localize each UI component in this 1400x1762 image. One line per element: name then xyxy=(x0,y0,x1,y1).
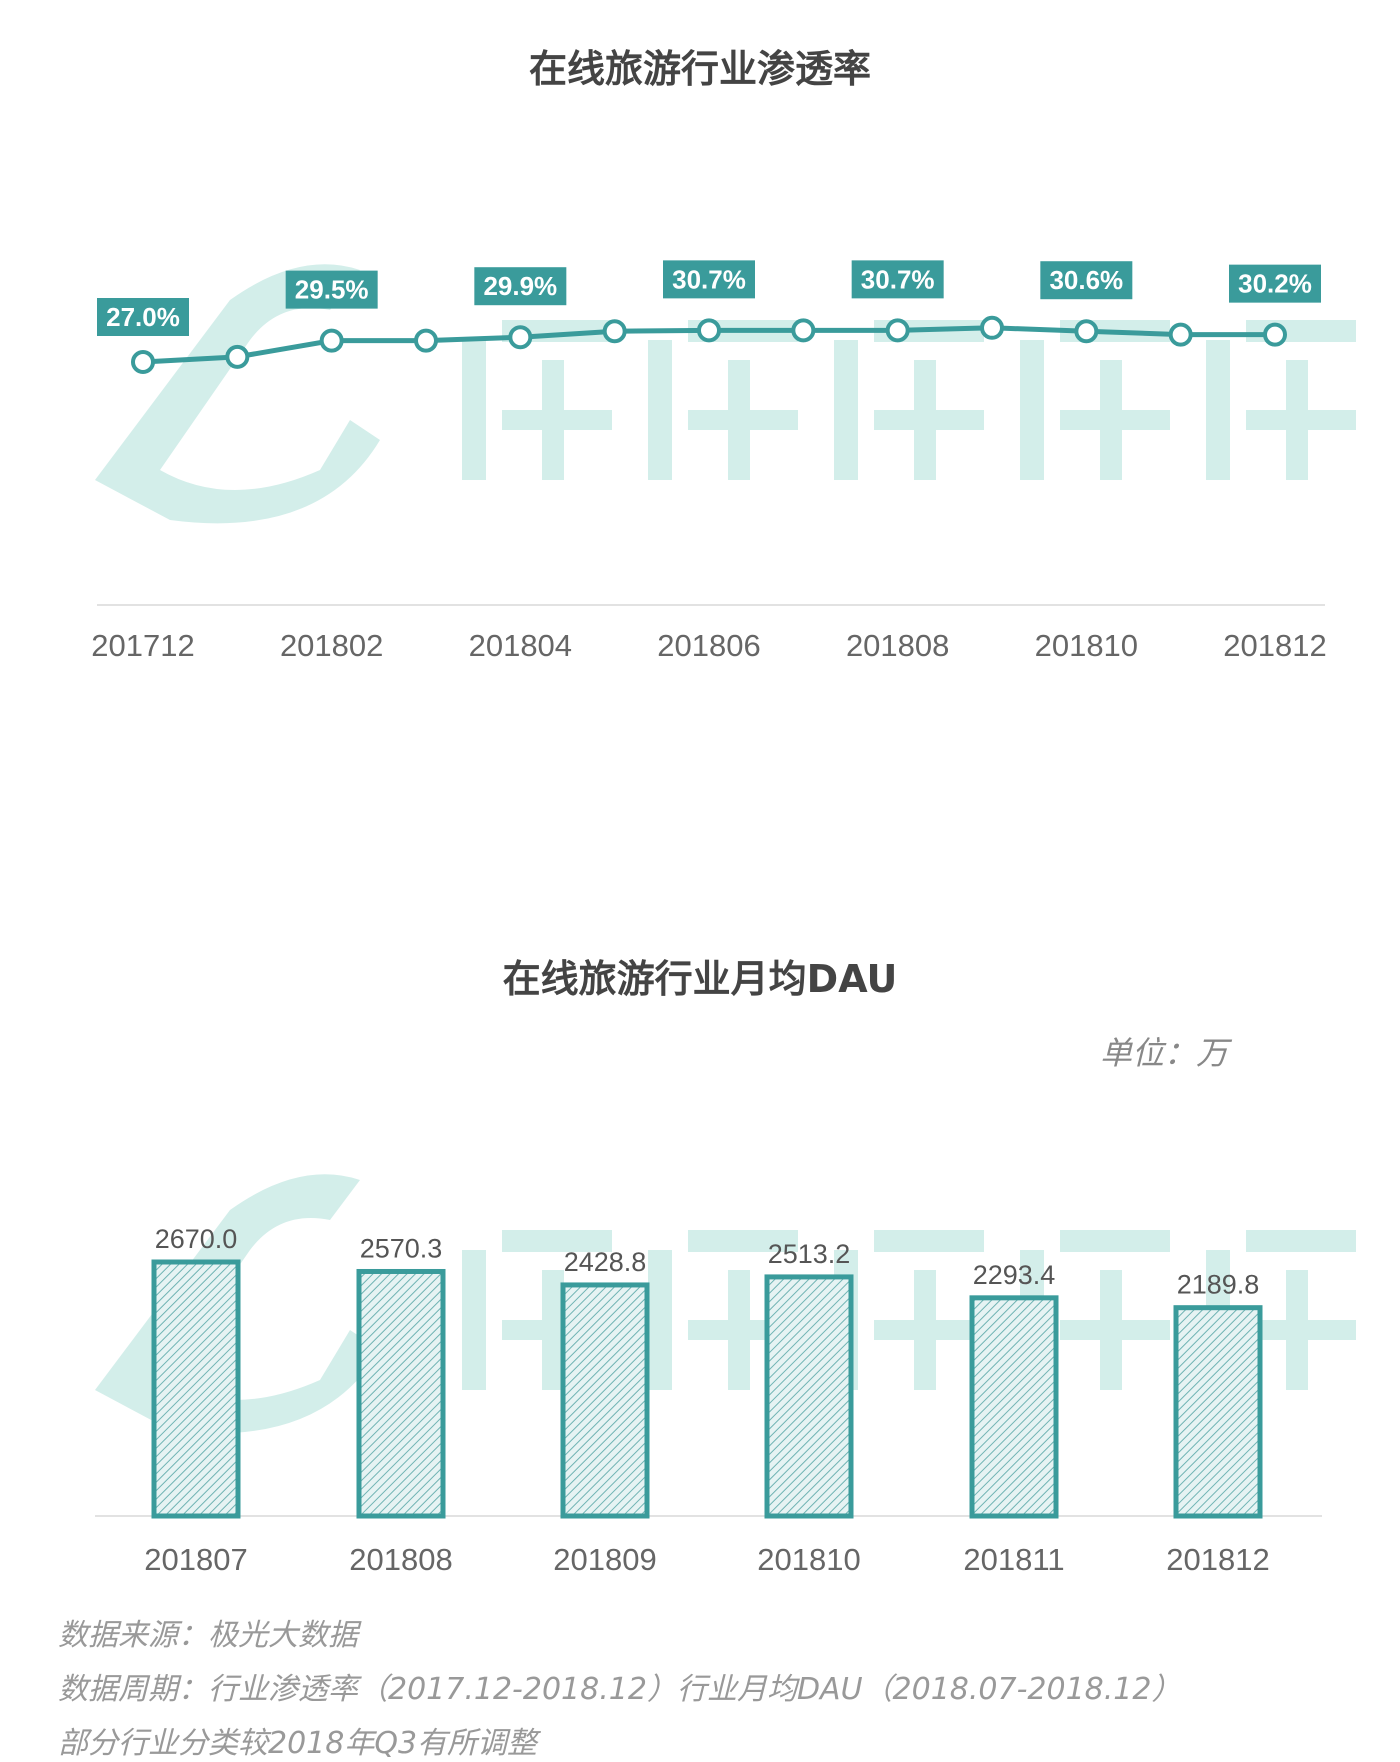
bar-value-201807: 2670.0 xyxy=(155,1224,238,1254)
line-point-201808 xyxy=(885,318,910,343)
footer-period: 数据周期：行业渗透率（2017.12-2018.12）行业月均DAU（2018.… xyxy=(58,1672,1182,1707)
line-point-201801 xyxy=(225,344,250,369)
line-point-201802 xyxy=(319,328,344,353)
line-point-201810 xyxy=(1074,319,1099,344)
x-tick-201712: 201712 xyxy=(91,628,194,663)
line-point-201803 xyxy=(414,328,438,353)
x-tick-201804: 201804 xyxy=(469,628,572,663)
x-tick-201808: 201808 xyxy=(846,628,949,663)
data-label-201808: 30.7% xyxy=(861,264,935,294)
x-tick-201808: 201808 xyxy=(349,1542,452,1577)
line-point-201809 xyxy=(980,315,1004,340)
line-point-201712 xyxy=(131,350,155,374)
bar-201812 xyxy=(1173,1305,1263,1519)
bar-201808 xyxy=(356,1268,446,1519)
footer-source: 数据来源：极光大数据 xyxy=(58,1618,358,1653)
x-tick-201812: 201812 xyxy=(1223,628,1326,663)
bar-value-201812: 2189.8 xyxy=(1177,1270,1260,1300)
x-tick-201810: 201810 xyxy=(757,1542,860,1577)
line-point-201804 xyxy=(508,325,533,350)
footer-note: 部分行业分类较2018年Q3有所调整 xyxy=(58,1726,538,1761)
data-label-box-201712 xyxy=(97,298,189,336)
data-label-box-201808 xyxy=(851,260,944,299)
x-tick-201811: 201811 xyxy=(963,1542,1064,1577)
bar-201810 xyxy=(764,1274,854,1519)
x-tick-201812: 201812 xyxy=(1166,1542,1269,1577)
line-point-201812 xyxy=(1263,322,1287,347)
data-label-box-201812 xyxy=(1229,264,1321,303)
bar-value-201811: 2293.4 xyxy=(973,1260,1056,1290)
data-label-box-201810 xyxy=(1040,261,1133,300)
line-point-201806 xyxy=(697,318,721,343)
x-tick-201807: 201807 xyxy=(144,1542,247,1577)
data-label-201804: 29.9% xyxy=(483,271,557,301)
line-point-201811 xyxy=(1168,322,1193,347)
data-label-201712: 27.0% xyxy=(106,302,180,332)
bar-201807 xyxy=(151,1259,241,1519)
bar-value-201810: 2513.2 xyxy=(768,1239,851,1269)
data-label-201810: 30.6% xyxy=(1049,265,1123,295)
bar-201811 xyxy=(969,1295,1059,1519)
x-tick-201806: 201806 xyxy=(657,628,760,663)
data-label-box-201802 xyxy=(285,270,378,309)
data-label-box-201806 xyxy=(663,260,755,299)
x-tick-201810: 201810 xyxy=(1035,628,1138,663)
data-label-201806: 30.7% xyxy=(672,264,746,294)
bar-value-201809: 2428.8 xyxy=(564,1247,647,1277)
x-tick-201802: 201802 xyxy=(280,628,383,663)
line-point-201807 xyxy=(791,318,816,343)
bar-value-201808: 2570.3 xyxy=(360,1233,443,1263)
line-chart-title: 在线旅游行业渗透率 xyxy=(528,47,871,91)
x-tick-201809: 201809 xyxy=(553,1542,656,1577)
data-label-201802: 29.5% xyxy=(295,275,369,305)
data-label-box-201804 xyxy=(474,267,567,306)
bar-201809 xyxy=(560,1282,650,1519)
line-point-201805 xyxy=(602,319,627,344)
data-label-201812: 30.2% xyxy=(1238,269,1312,299)
unit-label: 单位：万 xyxy=(1100,1034,1229,1072)
bar-chart-title: 在线旅游行业月均DAU xyxy=(502,957,898,1001)
